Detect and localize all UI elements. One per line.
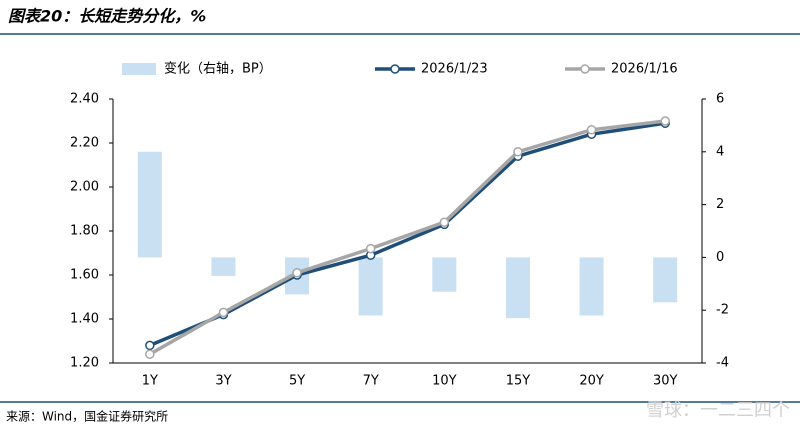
y-tick-label: 1.60	[70, 268, 99, 283]
y2-tick-label: -4	[716, 356, 729, 371]
line	[148, 119, 666, 356]
bar	[432, 257, 457, 292]
marker	[439, 217, 450, 227]
marker	[586, 125, 597, 135]
x-tick-label: 30Y	[653, 374, 678, 389]
x-tick-label: 3Y	[215, 374, 231, 389]
legend-label: 2026/1/23	[421, 62, 488, 77]
marker	[365, 243, 376, 254]
marker	[145, 349, 155, 359]
marker	[145, 340, 155, 351]
x-tick-label: 10Y	[432, 374, 457, 389]
bar	[579, 257, 604, 316]
bar	[211, 257, 236, 276]
y-tick-label: 2.20	[70, 136, 99, 151]
y-tick-label: 2.40	[70, 92, 99, 107]
legend-swatch	[122, 63, 156, 75]
marker	[513, 147, 523, 157]
legend-marker	[580, 64, 590, 74]
legend-label: 变化（右轴，BP）	[164, 61, 272, 77]
watermark: 雪球：一二三四个	[646, 400, 790, 421]
x-tick-label: 5Y	[289, 374, 305, 389]
marker	[218, 307, 229, 318]
marker	[292, 268, 302, 278]
legend-marker	[390, 64, 400, 74]
x-tick-label: 20Y	[579, 374, 604, 389]
y2-tick-label: 0	[716, 250, 724, 265]
y-tick-label: 1.20	[70, 356, 99, 371]
source: 来源：Wind，国金证券研究所	[6, 409, 168, 424]
y2-tick-label: 6	[716, 92, 724, 107]
bar	[505, 257, 530, 319]
marker	[660, 116, 670, 126]
y2-tick-label: 4	[716, 144, 724, 159]
y-tick-label: 1.80	[70, 224, 99, 239]
x-tick-label: 7Y	[363, 374, 379, 389]
bar	[358, 257, 383, 316]
y2-tick-label: -2	[716, 303, 729, 318]
y-tick-label: 2.00	[70, 180, 99, 195]
y-tick-label: 1.40	[70, 312, 99, 327]
legend-label: 2026/1/16	[611, 62, 678, 77]
line	[149, 121, 666, 348]
bar	[137, 151, 162, 258]
x-tick-label: 15Y	[506, 374, 531, 389]
chart-title: 图表20：长短走势分化，%	[8, 7, 206, 26]
x-tick-label: 1Y	[142, 374, 158, 389]
y2-tick-label: 2	[716, 197, 724, 212]
bar	[653, 257, 678, 303]
